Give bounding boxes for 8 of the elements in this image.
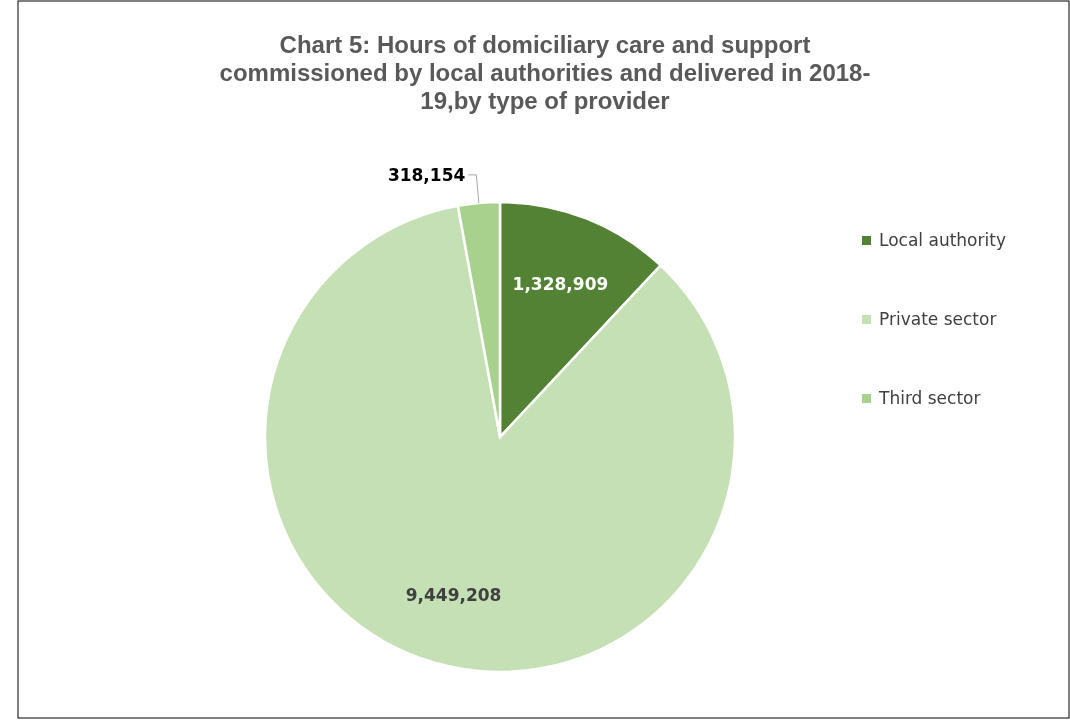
legend-label: Third sector [878, 387, 981, 408]
legend-label: Local authority [879, 229, 1006, 250]
data-label: 318,154 [387, 164, 466, 185]
data-label: 9,449,208 [405, 584, 502, 605]
legend-label: Private sector [879, 308, 997, 329]
chart-title: Chart 5: Hours of domiciliary care and support commissioned by local authorities and delivered in 2018-19,by type of provider [219, 31, 871, 114]
data-label: 1,328,909 [512, 273, 609, 294]
pie-slice [263, 204, 736, 674]
